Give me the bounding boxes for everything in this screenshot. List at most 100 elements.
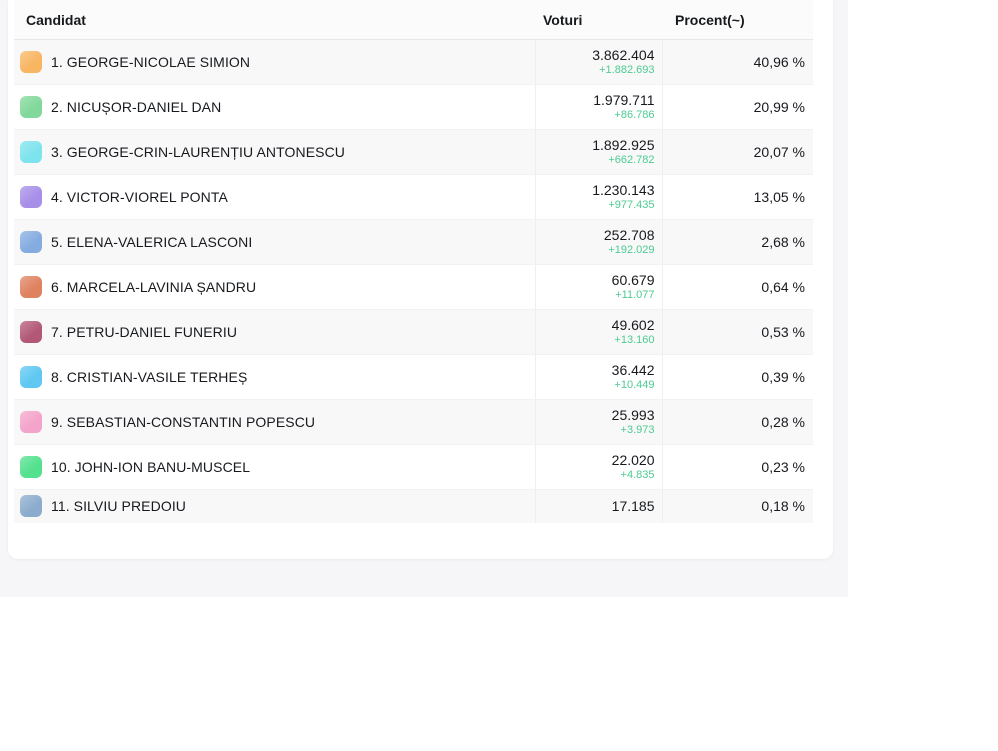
page-background: Candidat Voturi Procent(~) 1. GEORGE-NIC…	[8, 0, 833, 559]
votes-value: 1.892.925	[592, 137, 655, 153]
votes-delta: +86.786	[614, 109, 655, 121]
votes-delta: +3.973	[620, 424, 655, 436]
candidate-color-swatch	[20, 366, 42, 388]
candidate-cell: 4. VICTOR-VIOREL PONTA	[14, 175, 535, 220]
candidate-color-swatch	[20, 276, 42, 298]
candidate-cell: 7. PETRU-DANIEL FUNERIU	[14, 310, 535, 355]
candidate-rank: 8.	[51, 369, 63, 385]
candidate-rank: 11.	[51, 498, 70, 515]
candidate-name: GEORGE-NICOLAE SIMION	[66, 54, 251, 70]
percent-cell: 0,39 %	[662, 355, 813, 400]
candidate-color-swatch	[20, 321, 42, 343]
candidate-rank: 1.	[51, 54, 63, 70]
votes-delta: +192.029	[608, 244, 655, 256]
percent-value: 13,05 %	[753, 189, 805, 205]
votes-cell: 22.020 +4.835	[534, 444, 663, 490]
candidate-name: ELENA-VALERICA LASCONI	[66, 234, 253, 250]
votes-delta: +13.160	[614, 334, 655, 346]
votes-cell: 60.679 +11.077	[534, 264, 663, 310]
candidate-color-swatch	[20, 186, 42, 208]
candidate-cell: 1. GEORGE-NICOLAE SIMION	[14, 40, 535, 85]
candidate-row: 8. CRISTIAN-VASILE TERHEȘ 36.442 +10.449…	[14, 354, 813, 400]
candidate-rank: 10.	[51, 459, 71, 475]
percent-value: 0,64 %	[761, 279, 805, 295]
votes-cell: 3.862.404 +1.882.693	[534, 39, 663, 85]
column-header-procent: Procent(~)	[662, 0, 813, 40]
votes-cell: 49.602 +13.160	[534, 309, 663, 355]
votes-value: 25.993	[611, 407, 655, 423]
candidate-rank: 2.	[51, 99, 63, 115]
candidate-row: 3. GEORGE-CRIN-LAURENȚIU ANTONESCU 1.892…	[14, 129, 813, 175]
votes-cell: 1.979.711 +86.786	[534, 84, 663, 130]
votes-delta: +977.435	[608, 199, 655, 211]
candidate-row: 9. SEBASTIAN-CONSTANTIN POPESCU 25.993 +…	[14, 399, 813, 445]
percent-value: 2,68 %	[761, 234, 805, 250]
candidate-row: 1. GEORGE-NICOLAE SIMION 3.862.404 +1.88…	[14, 39, 813, 85]
votes-cell: 1.230.143 +977.435	[534, 174, 663, 220]
candidate-cell: 10. JOHN-ION BANU-MUSCEL	[14, 445, 535, 490]
percent-cell: 20,07 %	[662, 130, 813, 175]
candidate-name: SILVIU PREDOIU	[73, 498, 187, 515]
candidate-name: GEORGE-CRIN-LAURENȚIU ANTONESCU	[66, 144, 345, 160]
candidate-name: NICUȘOR-DANIEL DAN	[66, 99, 222, 115]
votes-cell: 25.993 +3.973	[534, 399, 663, 445]
percent-value: 0,53 %	[761, 324, 805, 340]
candidate-row: 11. SILVIU PREDOIU 17.185 0,18 %	[14, 489, 813, 523]
candidate-color-swatch	[20, 51, 42, 73]
candidate-rank: 4.	[51, 189, 63, 205]
candidate-color-swatch	[20, 495, 42, 518]
candidate-row: 6. MARCELA-LAVINIA ȘANDRU 60.679 +11.077…	[14, 264, 813, 310]
percent-cell: 0,18 %	[662, 490, 813, 523]
percent-cell: 20,99 %	[662, 85, 813, 130]
candidate-cell: 5. ELENA-VALERICA LASCONI	[14, 220, 535, 265]
candidate-name: JOHN-ION BANU-MUSCEL	[74, 459, 251, 475]
candidate-color-swatch	[20, 141, 42, 163]
votes-value: 252.708	[603, 227, 655, 243]
candidate-color-swatch	[20, 411, 42, 433]
percent-cell: 0,23 %	[662, 445, 813, 490]
candidate-row: 2. NICUȘOR-DANIEL DAN 1.979.711 +86.786 …	[14, 84, 813, 130]
candidate-cell: 8. CRISTIAN-VASILE TERHEȘ	[14, 355, 535, 400]
percent-cell: 0,28 %	[662, 400, 813, 445]
candidate-cell: 6. MARCELA-LAVINIA ȘANDRU	[14, 265, 535, 310]
percent-cell: 13,05 %	[662, 175, 813, 220]
percent-cell: 0,64 %	[662, 265, 813, 310]
percent-value: 0,18 %	[761, 498, 805, 515]
votes-cell: 17.185	[534, 489, 663, 523]
candidate-rank: 7.	[51, 324, 63, 340]
votes-value: 60.679	[611, 272, 655, 288]
candidate-name: PETRU-DANIEL FUNERIU	[66, 324, 238, 340]
candidate-cell: 11. SILVIU PREDOIU	[14, 490, 535, 523]
candidate-rank: 3.	[51, 144, 63, 160]
candidate-color-swatch	[20, 231, 42, 253]
candidate-rank: 9.	[51, 414, 63, 430]
results-table: Candidat Voturi Procent(~) 1. GEORGE-NIC…	[14, 0, 813, 523]
candidate-rank: 6.	[51, 279, 63, 295]
votes-value: 22.020	[611, 452, 655, 468]
votes-value: 36.442	[611, 362, 655, 378]
candidate-color-swatch	[20, 96, 42, 118]
votes-delta: +11.077	[615, 289, 655, 301]
candidate-row: 7. PETRU-DANIEL FUNERIU 49.602 +13.160 0…	[14, 309, 813, 355]
percent-value: 20,07 %	[753, 144, 805, 160]
votes-value: 1.230.143	[592, 182, 655, 198]
candidate-row: 4. VICTOR-VIOREL PONTA 1.230.143 +977.43…	[14, 174, 813, 220]
votes-value: 17.185	[611, 497, 655, 514]
column-header-candidat: Candidat	[14, 0, 535, 40]
results-table-body: 1. GEORGE-NICOLAE SIMION 3.862.404 +1.88…	[14, 39, 813, 523]
candidate-cell: 3. GEORGE-CRIN-LAURENȚIU ANTONESCU	[14, 130, 535, 175]
votes-cell: 36.442 +10.449	[534, 354, 663, 400]
votes-cell: 252.708 +192.029	[534, 219, 663, 265]
results-card: Candidat Voturi Procent(~) 1. GEORGE-NIC…	[8, 0, 833, 559]
candidate-cell: 9. SEBASTIAN-CONSTANTIN POPESCU	[14, 400, 535, 445]
candidate-name: CRISTIAN-VASILE TERHEȘ	[66, 369, 248, 385]
votes-value: 49.602	[611, 317, 655, 333]
votes-cell: 1.892.925 +662.782	[534, 129, 663, 175]
percent-value: 0,28 %	[761, 414, 805, 430]
votes-delta: +4.835	[620, 469, 655, 481]
candidate-row: 10. JOHN-ION BANU-MUSCEL 22.020 +4.835 0…	[14, 444, 813, 490]
header-row: Candidat Voturi Procent(~)	[14, 0, 813, 40]
percent-value: 40,96 %	[753, 54, 805, 70]
results-table-header: Candidat Voturi Procent(~)	[14, 0, 813, 40]
percent-cell: 2,68 %	[662, 220, 813, 265]
